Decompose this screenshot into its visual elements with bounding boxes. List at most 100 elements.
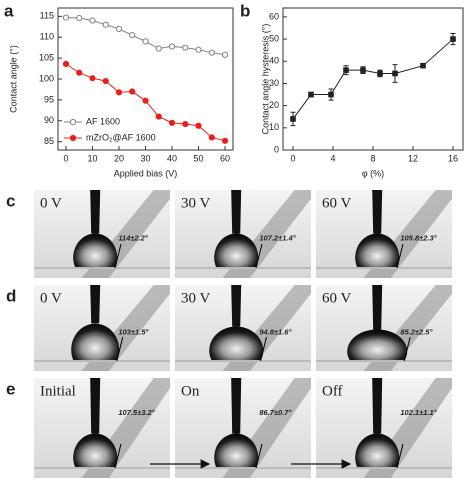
data-point [221,51,229,58]
legend-label: AF 1600 [86,116,120,126]
y-tick-label: 100 [39,73,54,83]
data-point [115,25,123,32]
tangent [403,336,411,362]
tangent [396,443,404,469]
data-point [182,44,189,51]
data-point [129,32,136,39]
photo [175,378,311,478]
x-tick-label: 40 [167,153,177,163]
data-point [142,97,149,104]
needle [372,190,383,234]
data-point [62,14,70,21]
photo-label: 30 V [181,195,210,211]
photo-label: 60 V [322,195,351,211]
droplet [214,433,259,468]
contact-angle-label: 86.7±0.7° [259,408,292,417]
series-line [292,38,454,120]
droplet [73,233,118,268]
data-point [290,116,296,122]
plot-frame [282,7,464,151]
data-point [155,113,162,120]
data-point [221,137,229,144]
x-tick-label: 30 [140,153,150,163]
photo [34,378,170,478]
photo-label: 60 V [322,290,351,306]
data-point [450,36,456,42]
panel-label: c [6,191,15,210]
needle [231,190,242,234]
x-tick-label: 0 [290,153,295,163]
y-tick-label: 115 [40,11,54,21]
photo [34,285,170,371]
panel-label: b [240,1,250,20]
droplet [214,233,259,268]
tangent [396,243,404,269]
data-point [208,49,215,56]
y-tick-label: 95 [44,94,54,104]
photo-label: Initial [40,383,76,399]
y-tick-label: 85 [44,136,54,146]
photo-label: 30 V [181,290,210,306]
data-point [76,69,83,76]
needle [372,285,383,330]
x-tick-label: 20 [114,153,124,163]
droplet [209,326,264,361]
y-tick-label: 110 [40,32,54,42]
data-point [195,122,202,129]
contact-angle-label: 94.8±1.6° [259,327,292,336]
needle [372,378,383,434]
data-point [208,134,215,141]
y-tick-label: 40 [269,56,279,66]
contact-angle-label: 102.1±1.1° [400,408,437,417]
plot-frame [57,7,234,151]
contact-angle-label: 107.5±3.2° [118,408,155,417]
x-axis-label: Applied bias (V) [114,168,178,178]
x-tick-label: 8 [370,153,375,163]
photo [175,190,311,278]
data-point [62,60,70,68]
data-point [168,119,176,126]
y-tick-label: 105 [39,52,54,62]
contact-angle-label: 85.2±2.5° [400,327,433,336]
tangent [116,336,124,362]
contact-angle-label: 105.8±2.3° [400,233,437,242]
data-point [155,45,162,52]
y-axis-label: Contact angle hysteresis (°) [260,24,270,135]
x-tick-label: 50 [194,153,204,163]
data-point [308,91,314,98]
data-point [343,67,349,73]
y-tick-label: 90 [44,115,54,125]
tangent [114,443,122,469]
contact-angle-label: 107.2±1.4° [259,233,296,242]
droplet [347,329,408,361]
x-tick-label: 10 [87,153,97,163]
photo-label: 0 V [40,195,62,211]
y-tick-label: 60 [269,11,279,21]
data-point [420,62,426,69]
data-point [360,67,366,73]
panel-label: a [4,1,14,20]
tangent [114,243,122,269]
legend-label: mZrO₂@AF 1600 [86,132,156,142]
needle [90,190,101,234]
photo [175,285,311,371]
data-point [102,21,109,28]
y-tick-label: 50 [269,33,279,43]
droplet [355,233,400,268]
y-axis-label: Contact angle (°) [8,45,18,113]
data-point [182,121,189,128]
y-tick-label: 30 [269,78,279,88]
tangent [260,336,267,362]
data-point [328,91,334,98]
data-point [102,77,109,85]
photo [316,190,452,278]
data-point [168,43,176,50]
needle [90,285,101,324]
needle [231,378,242,434]
data-point [76,14,83,22]
x-tick-label: 0 [63,153,68,163]
droplet [73,433,118,468]
photo [316,285,452,371]
data-point [115,89,123,96]
